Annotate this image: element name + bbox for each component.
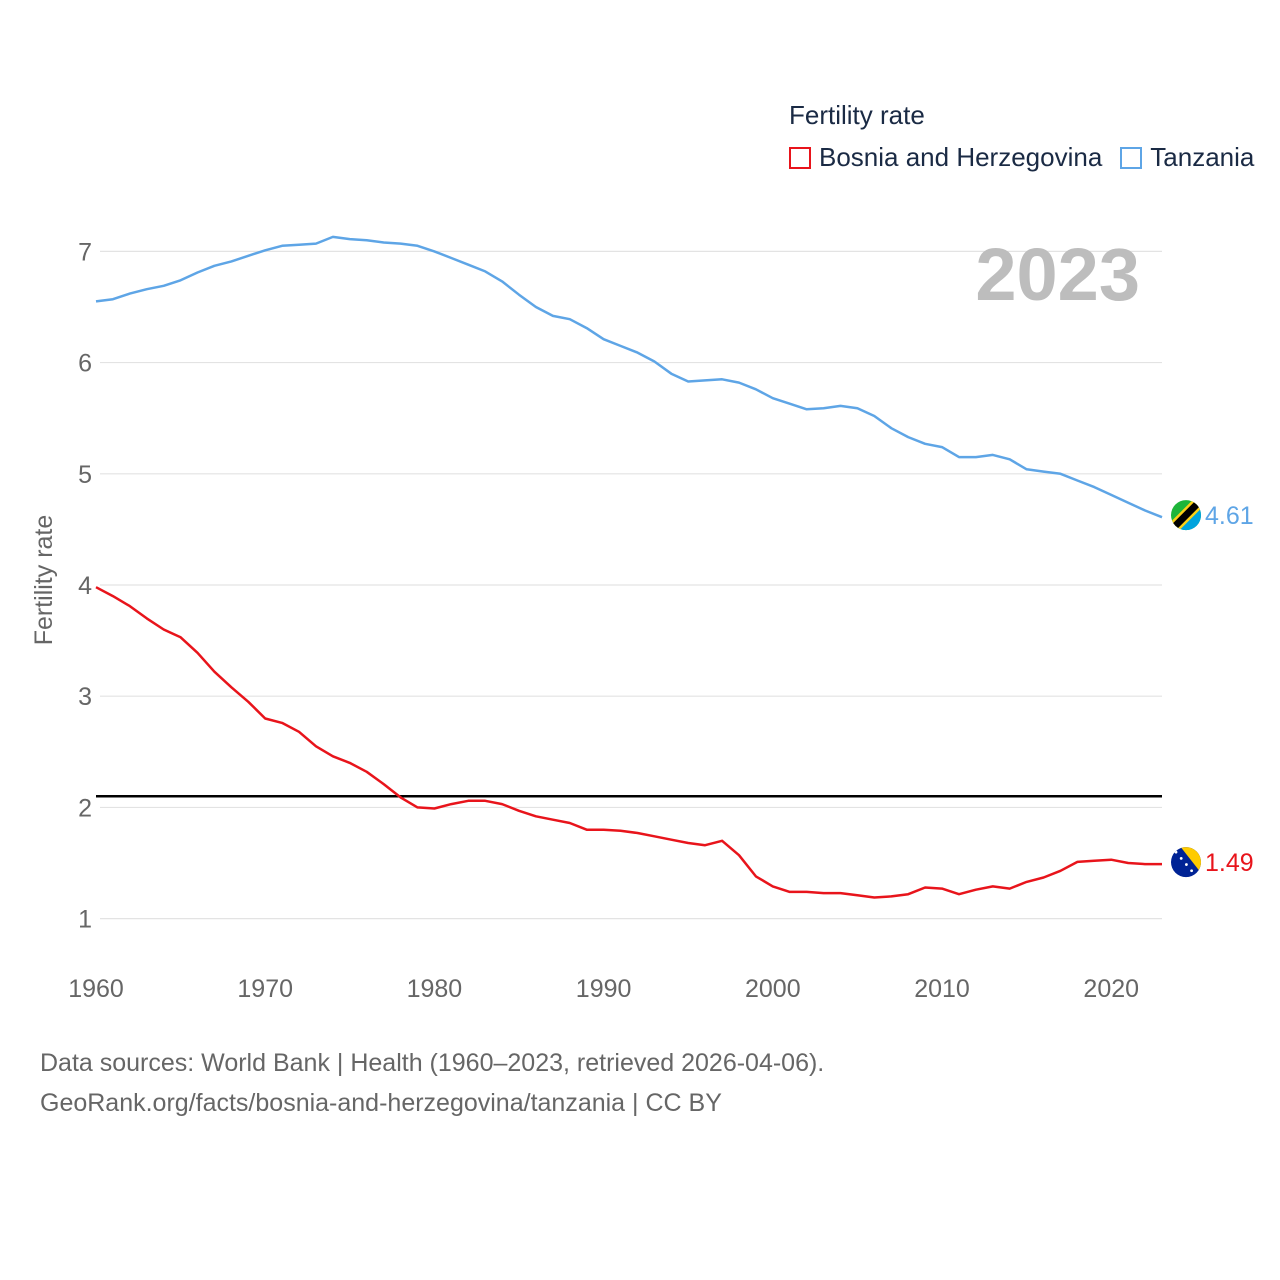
series-line-tanzania [95,235,1163,519]
end-markers: 4.61 1.49 [1171,500,1254,878]
series-lines [95,235,1163,899]
y-tick-labels: 1 2 3 4 5 6 7 [78,238,92,933]
year-label: 2023 [975,233,1140,316]
flag-triangle [1180,847,1201,875]
x-tick-2020: 2020 [1083,975,1139,1003]
y-tick-5: 5 [78,461,92,489]
legend-label-tanzania: Tanzania [1150,142,1255,172]
series-line-bosnia-and-herzegovina [95,586,1162,899]
y-tick-7: 7 [78,238,92,266]
end-label-bosnia-and-herzegovina: 1.49 [1205,849,1254,877]
y-tick-3: 3 [78,683,92,711]
grid-lines [100,250,1162,920]
y-tick-4: 4 [78,572,92,600]
legend-swatch-bosnia [789,146,811,169]
x-tick-1990: 1990 [576,975,632,1003]
x-tick-1960: 1960 [68,975,124,1003]
y-tick-2: 2 [78,794,92,822]
y-tick-6: 6 [78,350,92,378]
y-axis-label: Fertility rate [30,515,58,646]
source-line-1: Data sources: World Bank | Health (1960–… [40,1049,825,1077]
flag-star-0 [1174,850,1178,854]
y-tick-1: 1 [78,906,92,934]
legend-label-bosnia: Bosnia and Herzegovina [819,142,1103,172]
x-tick-1980: 1980 [407,975,463,1003]
flag-star-1 [1179,856,1183,860]
legend-swatch-tanzania [1120,146,1143,169]
legend-item-bosnia[interactable]: Bosnia and Herzegovina [789,142,1102,173]
source-note: Data sources: World Bank | Health (1960–… [40,1043,824,1123]
legend: Bosnia and Herzegovina Tanzania [789,142,1272,173]
x-tick-2010: 2010 [914,975,970,1003]
x-tick-1970: 1970 [237,975,293,1003]
flag-star-2 [1185,863,1188,866]
flag-icon-tanzania [1171,500,1201,531]
legend-item-tanzania[interactable]: Tanzania [1120,142,1254,173]
legend-title: Fertility rate [789,100,925,130]
source-line-2[interactable]: GeoRank.org/facts/bosnia-and-herzegovina… [40,1089,722,1117]
end-label-tanzania: 4.61 [1205,502,1254,530]
x-tick-2000: 2000 [745,975,801,1003]
flag-star-3 [1190,869,1193,873]
flag-star-4 [1195,875,1199,878]
x-tick-labels: 1960 1970 1980 1990 2000 2010 2020 [68,975,1139,1003]
line-chart: 1 2 3 4 5 6 7 1960 1970 1980 1990 2000 2010 2020 202… [30,233,1254,1003]
flag-icon-bosnia-and-herzegovina [1171,847,1201,878]
